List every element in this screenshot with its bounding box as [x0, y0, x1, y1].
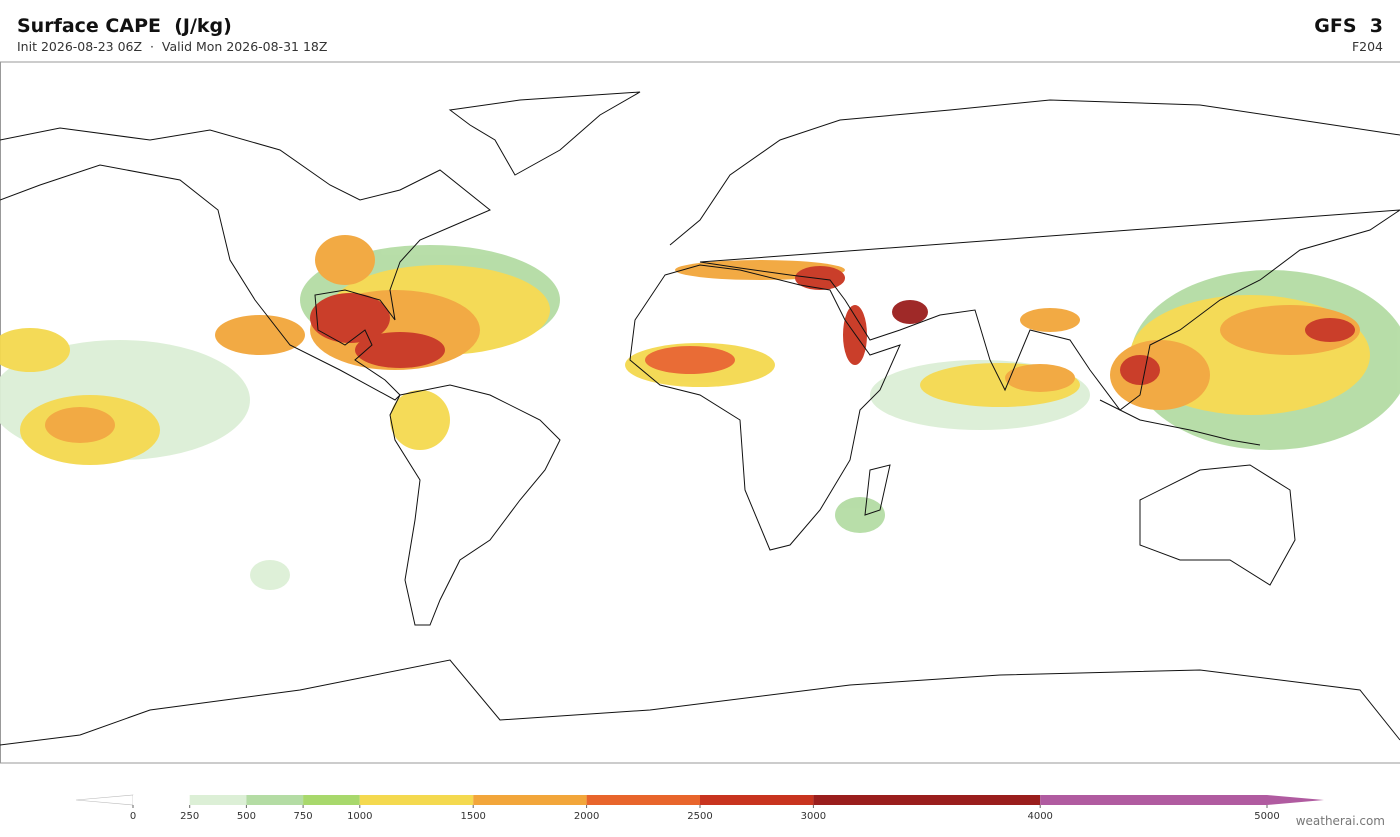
colorbar-bin: [586, 795, 700, 805]
credit: weatherai.com: [1295, 814, 1385, 828]
colorbar-extend-low: [75, 794, 134, 806]
colorbar-tick-label: 500: [237, 811, 256, 822]
colorbar-bin: [189, 795, 247, 805]
colorbar-tick-label: 1500: [460, 811, 485, 822]
model-name: GFS 3: [1314, 15, 1383, 37]
colorbar-tick-label: 1000: [347, 811, 372, 822]
colorbar-tick-label: 4000: [1027, 811, 1052, 822]
cape-field: [0, 235, 1400, 590]
colorbar-tick-label: 750: [294, 811, 313, 822]
map-subtitle: Init 2026-08-23 06Z · Valid Mon 2026-08-…: [17, 39, 328, 54]
map-title: Surface CAPE (J/kg): [17, 15, 232, 37]
colorbar-tick-label: 5000: [1254, 811, 1279, 822]
colorbar-bin: [473, 795, 587, 805]
colorbar-bin: [359, 795, 474, 805]
colorbar-bin: [1040, 795, 1267, 805]
colorbar-tick-label: 250: [180, 811, 199, 822]
colorbar-tick-label: 2000: [574, 811, 599, 822]
coastlines: [0, 91, 1400, 746]
colorbar-tick-label: 3000: [801, 811, 826, 822]
colorbar-bin: [303, 795, 360, 805]
colorbar-extend-high: [1267, 795, 1324, 805]
colorbar-bin: [133, 795, 190, 805]
forecast-hour: F204: [1351, 39, 1383, 54]
colorbar-bin: [246, 795, 304, 805]
colorbar-tick-label: 0: [130, 811, 136, 822]
colorbar-bin: [700, 795, 814, 805]
colorbar-bin: [813, 795, 1041, 805]
colorbar-tick-label: 2500: [687, 811, 712, 822]
